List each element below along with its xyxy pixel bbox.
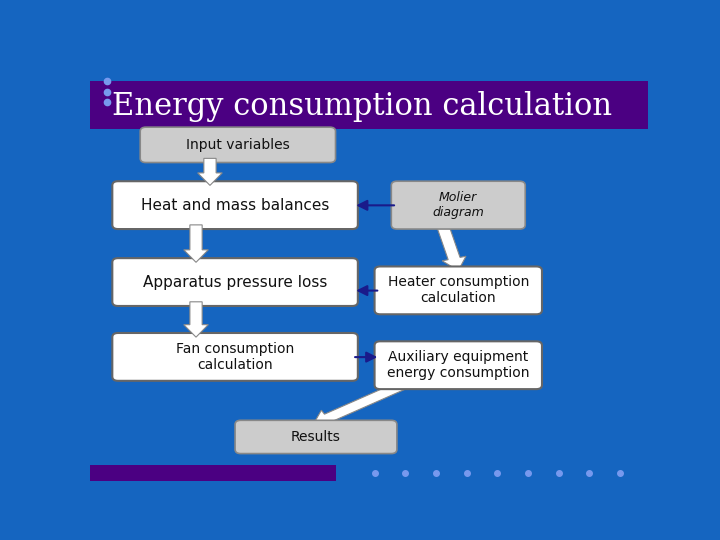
Bar	[90, 465, 336, 481]
FancyBboxPatch shape	[112, 333, 358, 381]
Bar	[90, 82, 648, 129]
Text: Auxiliary equipment
energy consumption: Auxiliary equipment energy consumption	[387, 350, 529, 380]
FancyBboxPatch shape	[235, 420, 397, 454]
Polygon shape	[184, 302, 208, 337]
FancyBboxPatch shape	[392, 181, 526, 229]
FancyBboxPatch shape	[374, 266, 542, 314]
Text: Energy consumption calculation: Energy consumption calculation	[112, 91, 613, 122]
Polygon shape	[313, 361, 450, 426]
FancyBboxPatch shape	[112, 258, 358, 306]
Polygon shape	[198, 158, 222, 185]
Polygon shape	[184, 225, 208, 262]
FancyBboxPatch shape	[112, 181, 358, 229]
Text: Heat and mass balances: Heat and mass balances	[141, 198, 329, 213]
Text: Input variables: Input variables	[186, 138, 289, 152]
Text: Molier
diagram: Molier diagram	[433, 191, 484, 219]
Polygon shape	[430, 205, 466, 271]
FancyBboxPatch shape	[140, 127, 336, 163]
Text: Apparatus pressure loss: Apparatus pressure loss	[143, 274, 328, 289]
Text: Fan consumption
calculation: Fan consumption calculation	[176, 342, 294, 372]
Text: Results: Results	[291, 430, 341, 444]
FancyBboxPatch shape	[374, 341, 542, 389]
Text: Heater consumption
calculation: Heater consumption calculation	[387, 275, 529, 306]
